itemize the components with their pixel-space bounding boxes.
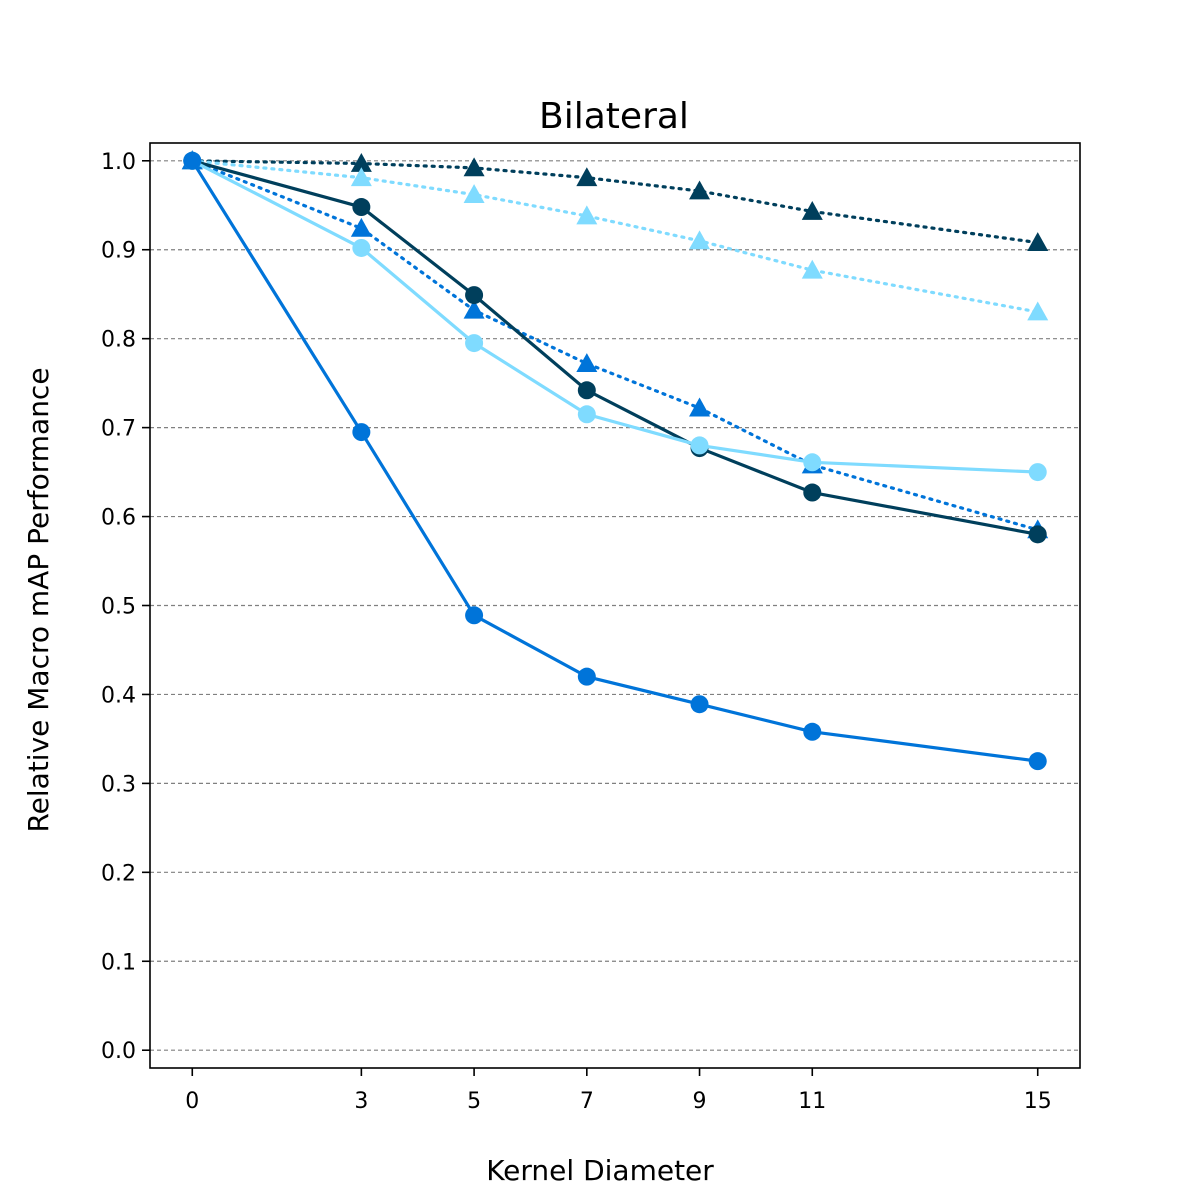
data-point bbox=[352, 198, 371, 217]
x-tick-label: 0 bbox=[185, 1089, 199, 1114]
y-tick-label: 0.4 bbox=[101, 683, 136, 708]
y-tick-label: 0.8 bbox=[101, 328, 136, 353]
data-point bbox=[1027, 232, 1049, 252]
y-tick-label: 0.1 bbox=[101, 950, 136, 975]
data-point bbox=[350, 167, 372, 187]
series-line bbox=[191, 159, 1038, 474]
series-3 bbox=[181, 150, 1049, 539]
x-axis-label: Kernel Diameter bbox=[486, 1154, 714, 1187]
data-point bbox=[350, 152, 372, 172]
data-point bbox=[465, 334, 484, 353]
data-point bbox=[352, 238, 371, 257]
series-1 bbox=[181, 150, 1049, 252]
x-tick-label: 15 bbox=[1024, 1089, 1052, 1114]
x-tick-label: 3 bbox=[354, 1089, 368, 1114]
data-point bbox=[803, 722, 822, 741]
x-tick-label: 5 bbox=[467, 1089, 481, 1114]
data-point bbox=[690, 695, 709, 714]
series-line bbox=[190, 159, 1040, 532]
data-point bbox=[352, 423, 371, 442]
x-tick-label: 11 bbox=[798, 1089, 826, 1114]
data-point bbox=[1028, 525, 1047, 544]
series-layer bbox=[181, 150, 1049, 771]
series-5 bbox=[183, 151, 1047, 482]
data-point bbox=[577, 405, 596, 424]
y-tick-label: 0.6 bbox=[101, 506, 136, 531]
data-point bbox=[463, 157, 485, 177]
data-point bbox=[803, 453, 822, 472]
x-tick-label: 9 bbox=[693, 1089, 707, 1114]
data-point bbox=[689, 397, 711, 417]
y-tick-label: 0.0 bbox=[101, 1039, 136, 1064]
data-point bbox=[465, 286, 484, 305]
data-point bbox=[576, 353, 598, 372]
tick-layer: 0.0 0.1 0.2 0.3 0.4 0.5 0.6 0.7 0.8 0.9 1.0 0 3 5 7 9 11… bbox=[101, 150, 1052, 1114]
data-point bbox=[577, 667, 596, 686]
data-point bbox=[689, 180, 711, 200]
y-tick-label: 0.5 bbox=[101, 595, 136, 620]
y-tick-label: 0.3 bbox=[101, 772, 136, 797]
y-tick-label: 1.0 bbox=[101, 150, 136, 175]
series-2 bbox=[181, 150, 1049, 321]
data-point bbox=[689, 230, 711, 250]
data-point bbox=[1027, 301, 1049, 321]
data-point bbox=[690, 436, 709, 455]
series-line bbox=[190, 159, 1038, 763]
y-tick-label: 0.7 bbox=[101, 417, 136, 442]
data-point bbox=[183, 151, 202, 170]
y-axis-label: Relative Macro mAP Performance bbox=[22, 367, 55, 832]
data-point bbox=[576, 205, 598, 225]
data-point bbox=[465, 606, 484, 625]
data-point bbox=[350, 217, 372, 237]
data-point bbox=[801, 259, 823, 279]
data-point bbox=[1028, 752, 1047, 771]
y-tick-label: 0.2 bbox=[101, 861, 136, 886]
data-point bbox=[1028, 463, 1047, 482]
series-line bbox=[190, 159, 1040, 314]
data-point bbox=[463, 299, 485, 319]
series-line bbox=[191, 159, 1039, 536]
data-point bbox=[803, 483, 822, 502]
x-tick-label: 7 bbox=[580, 1089, 594, 1114]
data-point bbox=[577, 381, 596, 400]
chart-title: Bilateral bbox=[539, 96, 689, 137]
y-tick-label: 0.9 bbox=[101, 239, 136, 264]
data-point bbox=[801, 200, 823, 220]
series-6 bbox=[183, 151, 1047, 771]
data-point bbox=[463, 184, 485, 203]
data-point bbox=[576, 167, 598, 187]
